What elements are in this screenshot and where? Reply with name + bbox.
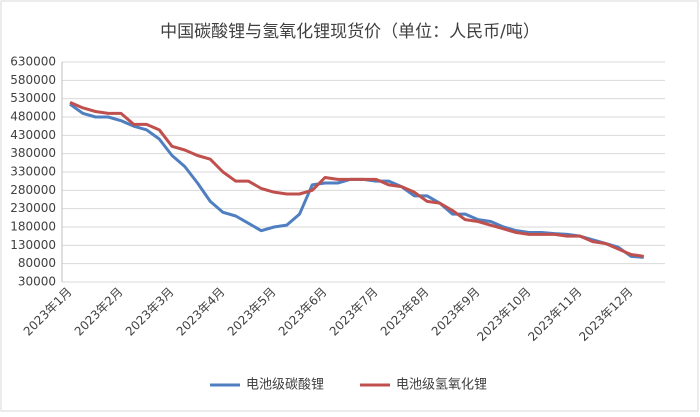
y-tick-label: 480000 — [10, 110, 56, 124]
y-tick-label: 580000 — [10, 73, 56, 87]
y-tick-label: 280000 — [10, 183, 56, 197]
chart-title: 中国碳酸锂与氢氧化锂现货价（单位：人民币/吨） — [160, 22, 540, 42]
y-tick-label: 30000 — [18, 275, 56, 289]
legend-label: 电池级碳酸锂 — [246, 378, 324, 393]
legend-label: 电池级氢氧化锂 — [396, 378, 487, 393]
y-tick-label: 330000 — [10, 165, 56, 179]
y-tick-label: 630000 — [10, 55, 56, 69]
y-tick-label: 230000 — [10, 201, 56, 215]
series-line — [69, 100, 644, 258]
y-tick-label: 180000 — [10, 220, 56, 234]
y-tick-label: 530000 — [10, 91, 56, 105]
y-tick-label: 80000 — [18, 256, 56, 270]
y-tick-label: 130000 — [10, 238, 56, 252]
y-tick-label: 430000 — [10, 128, 56, 142]
y-tick-label: 380000 — [10, 146, 56, 160]
